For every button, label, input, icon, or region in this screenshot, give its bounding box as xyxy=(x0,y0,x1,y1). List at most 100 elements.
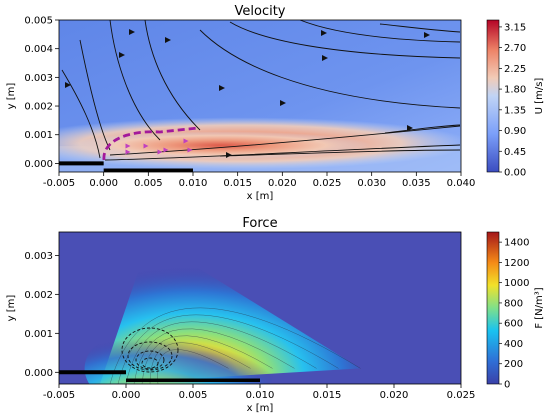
plot-title: Force xyxy=(242,216,277,231)
x-tick-label: 0.020 xyxy=(268,178,297,189)
colorbar-tick-label: 1000 xyxy=(504,278,529,289)
force-vector-arrow xyxy=(183,138,189,144)
streamline-arrow xyxy=(129,29,135,35)
force-panel: Force -0.005 0.000 0.005 0.010 0.015 0.020 0.02… xyxy=(6,216,545,414)
x-tick-label: 0.010 xyxy=(179,178,208,189)
streamline-arrow xyxy=(280,100,286,106)
force-vector-arrow xyxy=(143,143,149,149)
streamline-arrow xyxy=(119,52,125,58)
colorbar-label: U [m/s] xyxy=(534,78,545,115)
colorbar-tick-label: 0.90 xyxy=(504,126,526,137)
colorbar-tick-label: 3.15 xyxy=(504,22,526,33)
x-tick-label: 0.025 xyxy=(313,178,342,189)
colorbar-tick-label: 0.45 xyxy=(504,147,526,158)
ionization-contour xyxy=(141,357,159,369)
streamline xyxy=(144,20,201,131)
colorbar-tick-label: 200 xyxy=(504,359,523,370)
streamline xyxy=(109,20,161,141)
jet-core xyxy=(70,131,371,160)
x-tick-label: 0.015 xyxy=(313,390,342,401)
colorbar-tick-label: 2.25 xyxy=(504,64,526,75)
colorbar-tick-label: 600 xyxy=(504,319,523,330)
plot-frame xyxy=(58,19,462,173)
force-vector-arrow xyxy=(125,143,131,149)
x-tick-label: 0.030 xyxy=(357,178,386,189)
x-tick-label: 0.040 xyxy=(447,178,476,189)
ionization-contour xyxy=(121,327,179,373)
force-contour xyxy=(117,314,339,384)
streamline xyxy=(229,21,461,59)
streamline xyxy=(61,69,101,159)
x-tick-label: 0.020 xyxy=(380,390,409,401)
x-tick-label: 0.000 xyxy=(89,178,118,189)
x-axis-label: x [m] xyxy=(247,191,274,202)
force-vector-arrow xyxy=(187,147,193,153)
y-tick-label: 0.004 xyxy=(24,44,53,55)
x-tick-label: 0.015 xyxy=(223,178,252,189)
streamline-arrow xyxy=(321,30,327,36)
plasma-region-outline xyxy=(102,126,199,161)
x-tick-label: 0.010 xyxy=(246,390,275,401)
streamline xyxy=(199,29,461,109)
colorbar xyxy=(486,231,500,385)
colorbar-tick-label: 1.35 xyxy=(504,105,526,116)
y-tick-label: 0.002 xyxy=(24,290,53,301)
force-vector-arrow xyxy=(157,149,163,155)
streamline-arrow xyxy=(65,82,71,88)
colorbar-tick-label: 1200 xyxy=(504,258,529,269)
colorbar-tick-label: 0 xyxy=(504,380,510,391)
streamline xyxy=(299,20,461,43)
streamline-arrow xyxy=(407,125,413,131)
force-contour xyxy=(133,328,295,384)
streamline xyxy=(104,144,461,161)
streamline-arrow xyxy=(219,85,225,91)
streamline xyxy=(219,149,461,157)
y-tick-label: 0.005 xyxy=(24,16,53,27)
streamline-arrow xyxy=(424,32,430,38)
streamline-arrow xyxy=(322,55,328,61)
colorbar-tick-label: 1400 xyxy=(504,238,529,249)
force-contour xyxy=(109,307,361,384)
force-contour xyxy=(141,335,273,384)
field-layer xyxy=(59,20,461,172)
streamline xyxy=(109,125,461,156)
x-tick-label: 0.035 xyxy=(402,178,431,189)
y-tick-label: 0.000 xyxy=(24,159,53,170)
velocity-panel: Velocity -0.005 0.000 0.005 0.010 0.015 0.020 0… xyxy=(6,4,545,202)
plot-title: Velocity xyxy=(235,4,286,19)
y-tick-label: 0.002 xyxy=(24,102,53,113)
streamline-arrow xyxy=(165,37,171,43)
streamline-arrow xyxy=(226,152,232,158)
y-tick-label: 0.001 xyxy=(24,329,53,340)
x-tick-label: 0.005 xyxy=(179,390,208,401)
force-vector-arrow xyxy=(125,149,131,155)
colorbar-label: F [N/m³] xyxy=(534,287,545,328)
force-vector-arrow xyxy=(163,147,169,153)
x-axis-label: x [m] xyxy=(247,403,274,414)
ionization-contour xyxy=(127,341,173,371)
y-axis-label: y [m] xyxy=(6,295,17,322)
field-layer xyxy=(59,232,461,384)
streamline xyxy=(79,39,111,151)
y-tick-label: 0.000 xyxy=(24,368,53,379)
x-tick-label: 0.025 xyxy=(447,390,476,401)
y-tick-label: 0.003 xyxy=(24,251,53,262)
y-axis-label: y [m] xyxy=(6,83,17,110)
force-contour xyxy=(125,321,317,384)
colorbar xyxy=(486,19,500,173)
x-tick-label: -0.005 xyxy=(43,390,75,401)
colorbar-tick-label: 2.70 xyxy=(504,43,526,54)
x-tick-label: 0.000 xyxy=(112,390,141,401)
streamline xyxy=(384,124,461,134)
colorbar-tick-label: 800 xyxy=(504,298,523,309)
force-contour xyxy=(156,349,229,384)
x-tick-label: 0.005 xyxy=(134,178,163,189)
streamline xyxy=(379,23,461,33)
colorbar-tick-label: 0.00 xyxy=(504,168,526,179)
y-tick-label: 0.003 xyxy=(24,73,53,84)
x-tick-label: -0.005 xyxy=(43,178,75,189)
colorbar-tick-label: 1.80 xyxy=(504,85,526,96)
ionization-contour xyxy=(135,350,165,370)
y-tick-label: 0.001 xyxy=(24,130,53,141)
